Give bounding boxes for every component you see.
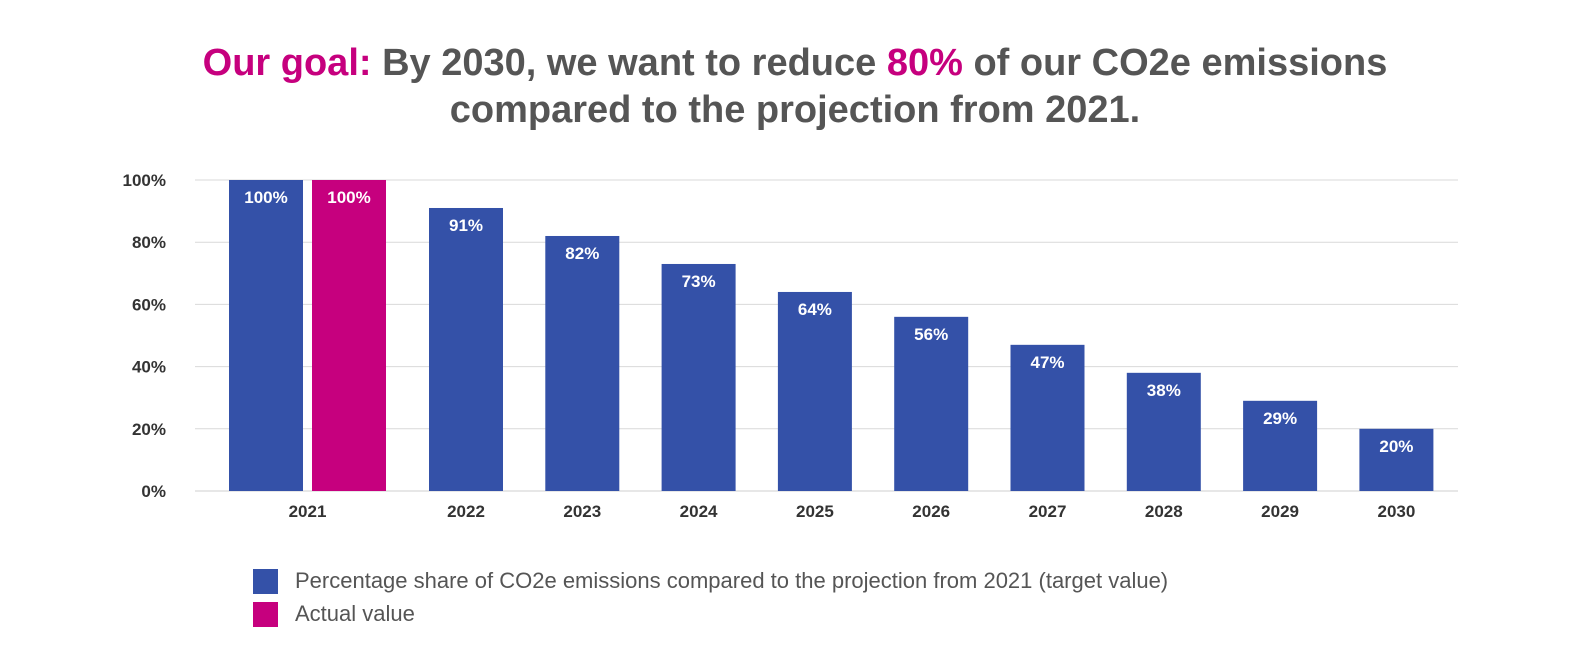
data-label-target: 73% — [682, 272, 716, 291]
x-tick-label: 2025 — [796, 502, 834, 521]
x-tick-label: 2030 — [1377, 502, 1415, 521]
bar-target — [1010, 344, 1085, 491]
title-line2: compared to the projection from 2021. — [449, 89, 1141, 131]
data-label-target: 91% — [449, 216, 483, 235]
legend-label-actual: Actual value — [295, 601, 415, 626]
bar-actual — [312, 180, 386, 491]
x-tick-label: 2024 — [680, 502, 718, 521]
data-label-target: 82% — [565, 244, 599, 263]
bar-target — [429, 207, 503, 492]
x-tick-label: 2029 — [1261, 502, 1299, 521]
x-tick-label: 2021 — [289, 502, 327, 521]
data-label-target: 29% — [1263, 409, 1297, 428]
data-label-target: 47% — [1030, 353, 1064, 372]
bar-target — [545, 235, 620, 491]
data-label-target: 64% — [798, 300, 832, 319]
y-tick-label: 100% — [123, 171, 166, 190]
y-tick-label: 20% — [132, 420, 166, 439]
title-part2: of our CO2e emissions — [962, 42, 1388, 84]
data-label-target: 20% — [1379, 437, 1413, 456]
chart-title: Our goal: By 2030, we want to reduce 80%… — [0, 40, 1590, 134]
title-highlight: Our goal: — [202, 42, 372, 84]
bar-target — [1126, 372, 1201, 491]
x-tick-label: 2023 — [563, 502, 601, 521]
legend-item-actual: Actual value — [253, 601, 415, 627]
x-tick-label: 2022 — [447, 502, 485, 521]
legend-label-target: Percentage share of CO2e emissions compa… — [295, 568, 1169, 593]
bar-target — [229, 180, 303, 491]
title-highlight-value: 80% — [886, 42, 963, 84]
y-tick-label: 80% — [132, 233, 166, 252]
bar-target — [894, 316, 969, 491]
data-label-target: 38% — [1147, 381, 1181, 400]
y-tick-label: 0% — [141, 482, 166, 501]
bar-target — [1359, 428, 1434, 491]
x-tick-label: 2027 — [1029, 502, 1067, 521]
legend-swatch-target — [253, 568, 278, 594]
y-tick-label: 60% — [132, 295, 166, 314]
data-label-target: 56% — [914, 325, 948, 344]
x-tick-label: 2026 — [912, 502, 950, 521]
bar-target — [661, 263, 736, 491]
bar-target — [1243, 400, 1318, 491]
data-label-target: 100% — [244, 188, 287, 207]
legend-swatch-actual — [253, 601, 278, 627]
bar-target — [777, 291, 852, 491]
title-part1: By 2030, we want to reduce — [371, 42, 887, 84]
y-tick-label: 40% — [132, 358, 166, 377]
data-label-actual: 100% — [327, 188, 370, 207]
x-tick-label: 2028 — [1145, 502, 1183, 521]
legend-item-target: Percentage share of CO2e emissions compa… — [253, 568, 1168, 594]
